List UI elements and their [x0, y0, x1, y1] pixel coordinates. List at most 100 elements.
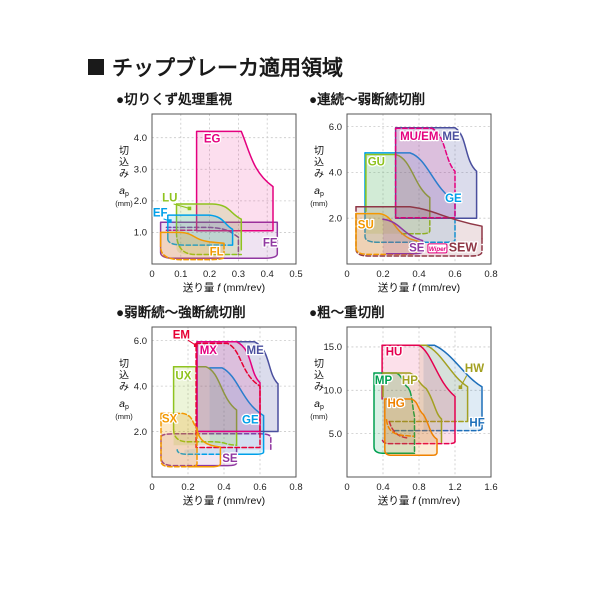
label-FE: FE — [263, 238, 278, 250]
y-tick-6.0: 6.0 — [329, 122, 342, 133]
y-tick-10.0: 10.0 — [324, 386, 343, 397]
chart-subtitle-continuous: ●連続〜弱断続切削 — [309, 92, 426, 107]
region-SE-outline-2 — [160, 456, 200, 467]
label-EG: EG — [204, 133, 221, 145]
region-SU-fill — [356, 213, 419, 255]
label-GE: GE — [242, 415, 259, 427]
page-title-text: チップブレーカ適用領域 — [112, 57, 343, 80]
page-title: チップブレーカ適用領域 — [88, 52, 343, 82]
label-SE: SE — [409, 242, 425, 254]
plot-background — [152, 114, 296, 264]
y-axis-label-symbol: ap — [314, 185, 324, 198]
label-FL: FL — [210, 246, 224, 258]
plot-border — [151, 326, 297, 478]
plot-border — [151, 113, 297, 265]
y-axis-label-kanji-2: み — [314, 169, 324, 180]
y-axis-label-kanji-2: み — [119, 382, 129, 393]
x-axis-label: 送り量 f (mm/rev) — [378, 281, 460, 294]
region-HP-outline-0 — [382, 372, 443, 444]
region-LU-fill — [176, 204, 242, 255]
region-HF-outline-1 — [391, 427, 483, 432]
region-MX-fill — [197, 341, 260, 432]
label-leader-dot-LU — [187, 206, 192, 211]
region-LU-outline-2 — [175, 231, 243, 256]
region-EF-fill — [167, 215, 233, 245]
y-axis-label-kanji-0: 切 — [314, 145, 324, 157]
plot-border — [346, 113, 492, 265]
label-leader-dot-EM — [193, 343, 198, 347]
y-tick-5.0: 5.0 — [329, 429, 342, 440]
label-badge-Wiper: Wiper — [429, 246, 447, 253]
label-HP: HP — [402, 375, 418, 387]
region-HW-outline-0 — [418, 344, 469, 420]
region-FL-fill — [160, 232, 224, 260]
x-tick-0: 0 — [344, 482, 349, 493]
region-SU-outline-2 — [355, 247, 420, 256]
y-axis-label-symbol: ap — [119, 185, 129, 198]
y-axis-label-unit: (mm) — [115, 412, 133, 421]
x-tick-1.2: 1.2 — [448, 482, 461, 493]
label-UX: UX — [175, 370, 191, 382]
label-HG: HG — [388, 398, 405, 410]
region-MU/EM-outline-0 — [394, 127, 456, 219]
x-tick-0: 0 — [344, 269, 349, 280]
region-EM-outline-0 — [195, 342, 261, 449]
region-FL-outline-0 — [159, 231, 225, 246]
y-axis-label-unit: (mm) — [310, 412, 328, 421]
chart-subtitle-interrupted: ●弱断続〜強断続切削 — [116, 305, 246, 320]
region-UX-outline-0 — [172, 366, 238, 446]
region-GE-outline-0 — [208, 367, 265, 456]
region-ME-outline-0 — [394, 126, 478, 219]
x-tick-0.5: 0.5 — [289, 269, 302, 280]
label-SU: SU — [358, 220, 374, 232]
x-tick-0.1: 0.1 — [174, 269, 187, 280]
y-axis-label-kanji-2: み — [119, 169, 129, 180]
region-EG-outline-0 — [195, 130, 274, 232]
y-axis-label-kanji-1: 込 — [119, 157, 129, 169]
x-tick-0.2: 0.2 — [203, 269, 216, 280]
y-tick-2.0: 2.0 — [134, 196, 147, 207]
region-HG-fill — [384, 399, 437, 456]
region-GE-outline-1 — [176, 448, 229, 456]
label-ME: ME — [247, 345, 265, 357]
label-leader-LU — [173, 203, 190, 209]
region-UX-outline-2 — [172, 428, 238, 446]
label-GU: GU — [368, 157, 385, 169]
label-leader-HW — [459, 375, 468, 388]
x-tick-0.6: 0.6 — [253, 482, 266, 493]
label-leader-dot-EF — [168, 219, 172, 223]
label-SX: SX — [162, 413, 178, 425]
y-axis-label-unit: (mm) — [115, 199, 133, 208]
region-ME-fill — [197, 341, 278, 432]
label-MP: MP — [375, 375, 393, 387]
y-tick-6.0: 6.0 — [134, 336, 147, 347]
y-axis-label-kanji-0: 切 — [314, 358, 324, 370]
x-tick-0.8: 0.8 — [412, 482, 425, 493]
y-axis-label-kanji-0: 切 — [119, 358, 129, 370]
region-HG-outline-1 — [385, 419, 415, 437]
region-HU-fill — [382, 345, 455, 444]
y-tick-2.0: 2.0 — [329, 213, 342, 224]
region-SU-outline-0 — [355, 212, 420, 249]
region-GE-outline-0 — [364, 152, 456, 206]
label-GE: GE — [445, 193, 462, 205]
region-EG-fill — [196, 131, 273, 231]
region-GU-outline-2 — [398, 212, 431, 235]
region-SE-outline-0 — [382, 218, 424, 255]
region-MU/EM-fill — [395, 128, 455, 218]
chart-subtitle-rough-heavy: ●粗〜重切削 — [309, 305, 385, 320]
y-axis-label-kanji-0: 切 — [119, 145, 129, 157]
region-FE-outline-0 — [159, 221, 279, 260]
x-tick-0.3: 0.3 — [232, 269, 245, 280]
region-SEW-fill — [356, 206, 482, 256]
region-SX-outline-1 — [187, 428, 222, 468]
x-tick-0.8: 0.8 — [289, 482, 302, 493]
y-tick-4.0: 4.0 — [329, 168, 342, 179]
region-HU-outline-0 — [381, 344, 456, 443]
y-tick-1.0: 1.0 — [134, 228, 147, 239]
y-axis-label-kanji-1: 込 — [314, 157, 324, 169]
x-tick-1.6: 1.6 — [484, 482, 497, 493]
region-SX-outline-0 — [160, 412, 198, 468]
chart-chip-control: 0 0.1 0.2 0.3 0.4 0.5 1.0 2.0 3.0 4.0 送り量 f (mm/re… — [115, 113, 303, 294]
